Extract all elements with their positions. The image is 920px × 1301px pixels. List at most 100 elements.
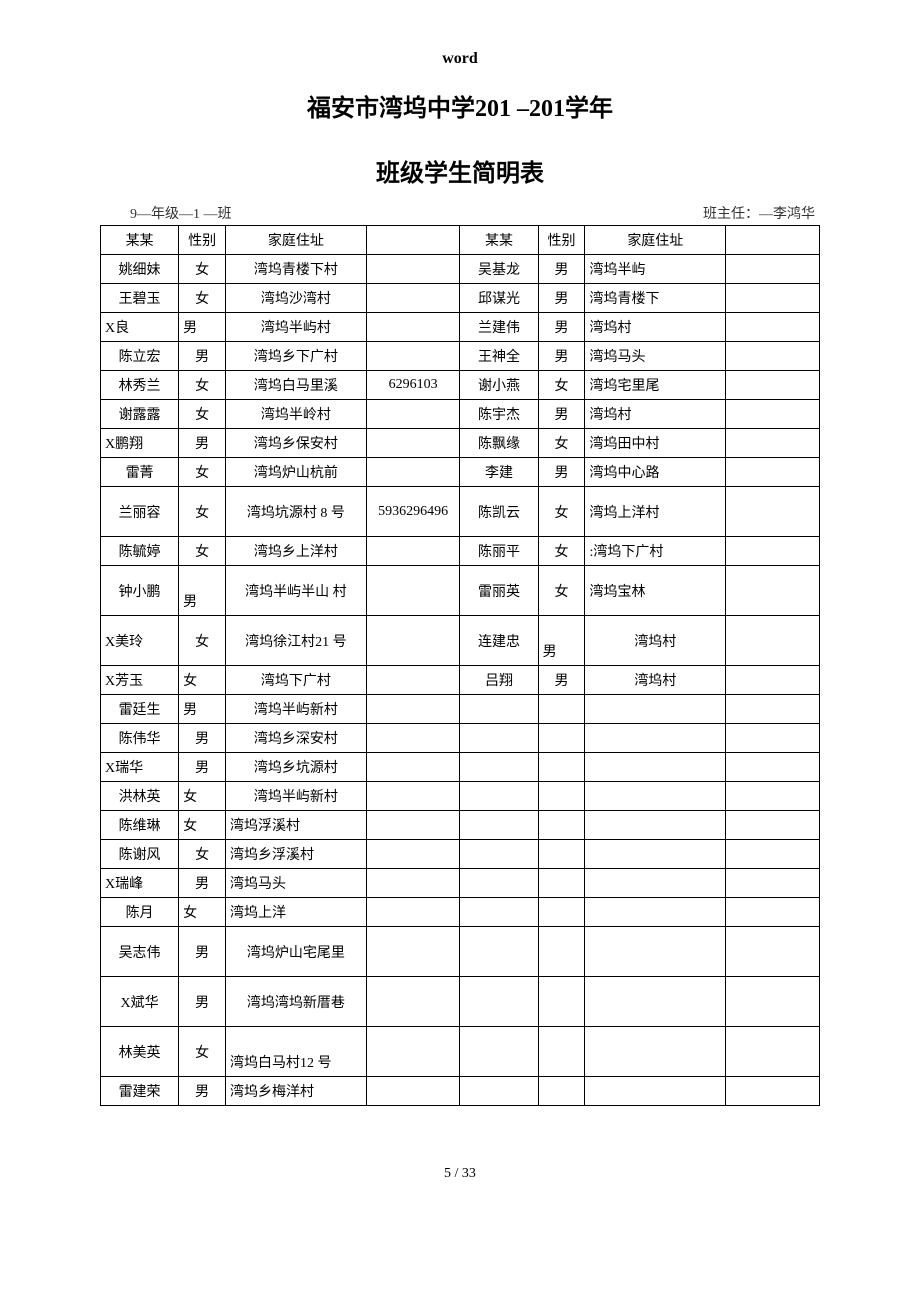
header-label: word xyxy=(100,50,820,68)
table-cell: 陈宇杰 xyxy=(460,400,538,429)
table-cell xyxy=(726,977,820,1027)
table-cell: 吴志伟 xyxy=(101,927,179,977)
table-cell: 吴基龙 xyxy=(460,255,538,284)
table-cell xyxy=(585,898,726,927)
table-cell: 湾坞中心路 xyxy=(585,458,726,487)
table-cell xyxy=(460,869,538,898)
table-cell xyxy=(460,1077,538,1106)
table-cell xyxy=(726,487,820,537)
table-cell: 湾坞乡深安村 xyxy=(226,724,367,753)
table-cell: 湾坞乡坑源村 xyxy=(226,753,367,782)
table-cell: 湾坞炉山宅尾里 xyxy=(226,927,367,977)
table-cell xyxy=(726,400,820,429)
table-header-cell: 某某 xyxy=(460,226,538,255)
table-cell xyxy=(585,724,726,753)
table-cell: 湾坞村 xyxy=(585,616,726,666)
table-cell xyxy=(366,753,460,782)
table-cell: 男 xyxy=(179,695,226,724)
table-cell: 湾坞乡浮溪村 xyxy=(226,840,367,869)
table-cell: 湾坞白马里溪 xyxy=(226,371,367,400)
table-cell xyxy=(585,1027,726,1077)
table-cell xyxy=(366,840,460,869)
table-cell: 雷建荣 xyxy=(101,1077,179,1106)
table-cell: 男 xyxy=(179,342,226,371)
table-cell xyxy=(726,753,820,782)
table-cell: 陈丽平 xyxy=(460,537,538,566)
table-cell: 雷廷生 xyxy=(101,695,179,724)
table-cell: 湾坞湾坞新厝巷 xyxy=(226,977,367,1027)
table-cell: 女 xyxy=(179,840,226,869)
table-cell: 陈谢风 xyxy=(101,840,179,869)
table-cell: 湾坞乡下广村 xyxy=(226,342,367,371)
table-cell: X美玲 xyxy=(101,616,179,666)
table-cell xyxy=(460,724,538,753)
table-cell xyxy=(366,342,460,371)
table-cell xyxy=(585,782,726,811)
table-cell: 林美英 xyxy=(101,1027,179,1077)
table-cell: X鹏翔 xyxy=(101,429,179,458)
table-cell: 谢小燕 xyxy=(460,371,538,400)
table-cell xyxy=(585,869,726,898)
table-cell: 女 xyxy=(179,255,226,284)
table-cell xyxy=(366,458,460,487)
table-cell xyxy=(726,695,820,724)
table-cell xyxy=(585,695,726,724)
table-cell xyxy=(726,782,820,811)
page-subtitle: 班级学生简明表 xyxy=(100,153,820,188)
table-cell xyxy=(726,342,820,371)
table-cell xyxy=(366,616,460,666)
table-header-cell: 性别 xyxy=(538,226,585,255)
table-cell: 女 xyxy=(538,371,585,400)
table-cell: 女 xyxy=(179,782,226,811)
table-cell: 湾坞炉山杭前 xyxy=(226,458,367,487)
table-cell: 男 xyxy=(538,400,585,429)
table-cell: 女 xyxy=(179,284,226,313)
table-cell xyxy=(585,977,726,1027)
table-cell: 女 xyxy=(538,487,585,537)
table-cell: 陈伟华 xyxy=(101,724,179,753)
table-cell: 湾坞半屿 xyxy=(585,255,726,284)
table-cell: 雷丽英 xyxy=(460,566,538,616)
table-cell: 男 xyxy=(179,977,226,1027)
table-header-cell: 性别 xyxy=(179,226,226,255)
table-cell: 湾坞乡保安村 xyxy=(226,429,367,458)
table-cell xyxy=(460,695,538,724)
table-cell: X良 xyxy=(101,313,179,342)
table-cell xyxy=(366,400,460,429)
table-header-cell xyxy=(726,226,820,255)
table-cell xyxy=(538,840,585,869)
table-cell xyxy=(538,1077,585,1106)
table-cell: 女 xyxy=(179,400,226,429)
table-cell: 男 xyxy=(179,1077,226,1106)
table-cell: 湾坞半屿新村 xyxy=(226,695,367,724)
table-cell xyxy=(366,429,460,458)
table-cell: 谢露露 xyxy=(101,400,179,429)
table-cell: 湾坞半岭村 xyxy=(226,400,367,429)
table-cell: 湾坞乡上洋村 xyxy=(226,537,367,566)
table-cell xyxy=(366,724,460,753)
table-cell: X芳玉 xyxy=(101,666,179,695)
table-cell xyxy=(538,782,585,811)
table-cell: X瑞华 xyxy=(101,753,179,782)
table-cell xyxy=(726,616,820,666)
table-cell: 男 xyxy=(179,927,226,977)
table-cell: 湾坞马头 xyxy=(226,869,367,898)
table-cell xyxy=(538,898,585,927)
table-cell: 雷菁 xyxy=(101,458,179,487)
table-header-cell: 家庭住址 xyxy=(585,226,726,255)
table-cell: 湾坞坑源村 8 号 xyxy=(226,487,367,537)
table-cell: 男 xyxy=(538,255,585,284)
table-cell: X斌华 xyxy=(101,977,179,1027)
table-cell xyxy=(538,977,585,1027)
table-cell: 湾坞上洋村 xyxy=(585,487,726,537)
table-cell: 女 xyxy=(179,666,226,695)
table-cell: 王碧玉 xyxy=(101,284,179,313)
table-header-cell: 家庭住址 xyxy=(226,226,367,255)
table-cell xyxy=(366,666,460,695)
table-cell: 兰建伟 xyxy=(460,313,538,342)
table-cell xyxy=(366,313,460,342)
table-cell xyxy=(585,840,726,869)
table-cell: 5936296496 xyxy=(366,487,460,537)
table-cell xyxy=(366,255,460,284)
table-cell xyxy=(585,753,726,782)
